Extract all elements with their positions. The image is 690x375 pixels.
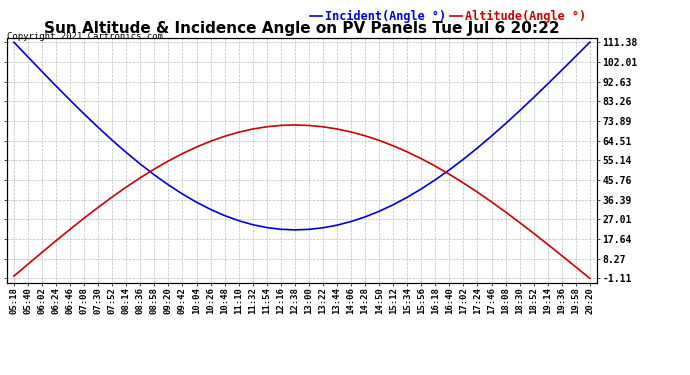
Legend: Incident(Angle °), Altitude(Angle °): Incident(Angle °), Altitude(Angle °)	[305, 5, 591, 28]
Text: Copyright 2021 Cartronics.com: Copyright 2021 Cartronics.com	[7, 32, 163, 41]
Title: Sun Altitude & Incidence Angle on PV Panels Tue Jul 6 20:22: Sun Altitude & Incidence Angle on PV Pan…	[44, 21, 560, 36]
